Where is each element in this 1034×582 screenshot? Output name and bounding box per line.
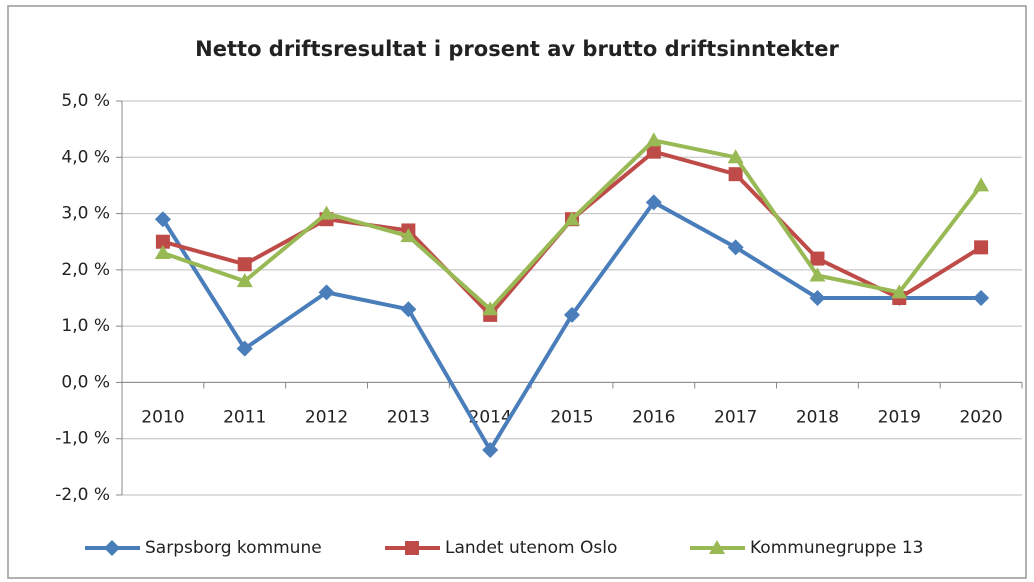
x-tick-label: 2018 [796,407,839,427]
x-tick-label: 2014 [469,407,512,427]
marker [155,234,170,249]
marker [973,177,990,192]
y-tick-label: -1,0 % [55,429,110,449]
y-tick-label: -2,0 % [55,485,110,505]
marker [154,211,171,228]
marker [236,340,253,357]
marker [564,306,580,323]
marker [645,194,662,211]
marker [891,284,908,299]
marker [809,290,826,306]
marker [727,149,744,164]
y-tick-label: 1,0 % [61,316,110,336]
legend-label: Kommunegruppe 13 [750,538,923,558]
marker [482,301,499,316]
marker [728,167,743,182]
marker [318,284,335,301]
marker [482,441,499,458]
x-tick-label: 2011 [223,407,266,427]
chart-border [7,5,1027,579]
marker [973,290,990,306]
marker [236,273,253,288]
x-tick-label: 2016 [632,407,675,427]
y-tick-label: 3,0 % [61,204,110,224]
y-tick-label: 4,0 % [61,147,110,167]
marker [646,144,661,159]
legend-marker [709,540,725,554]
x-tick-label: 2019 [878,407,921,427]
x-tick-label: 2013 [387,407,430,427]
legend-label: Landet utenom Oslo [445,538,617,558]
marker [810,251,825,266]
x-tick-label: 2020 [959,407,1002,427]
marker [809,267,826,282]
marker [400,301,417,318]
legend-marker [405,541,419,555]
marker [237,257,252,272]
chart-title: Netto driftsresultat i prosent av brutto… [195,37,839,61]
x-tick-label: 2012 [305,407,348,427]
marker [645,132,662,147]
legend-marker [104,540,120,556]
legend-label: Sarpsborg kommune [145,538,322,558]
marker [318,205,335,220]
y-tick-label: 5,0 % [61,91,110,111]
marker [400,228,417,243]
x-tick-label: 2015 [550,407,593,427]
y-tick-label: 0,0 % [61,372,110,392]
x-tick-label: 2010 [141,407,184,427]
marker [564,211,580,226]
x-tick-label: 2017 [714,407,757,427]
y-tick-label: 2,0 % [61,260,110,280]
marker [154,244,171,259]
marker [727,239,744,256]
marker [974,240,989,255]
